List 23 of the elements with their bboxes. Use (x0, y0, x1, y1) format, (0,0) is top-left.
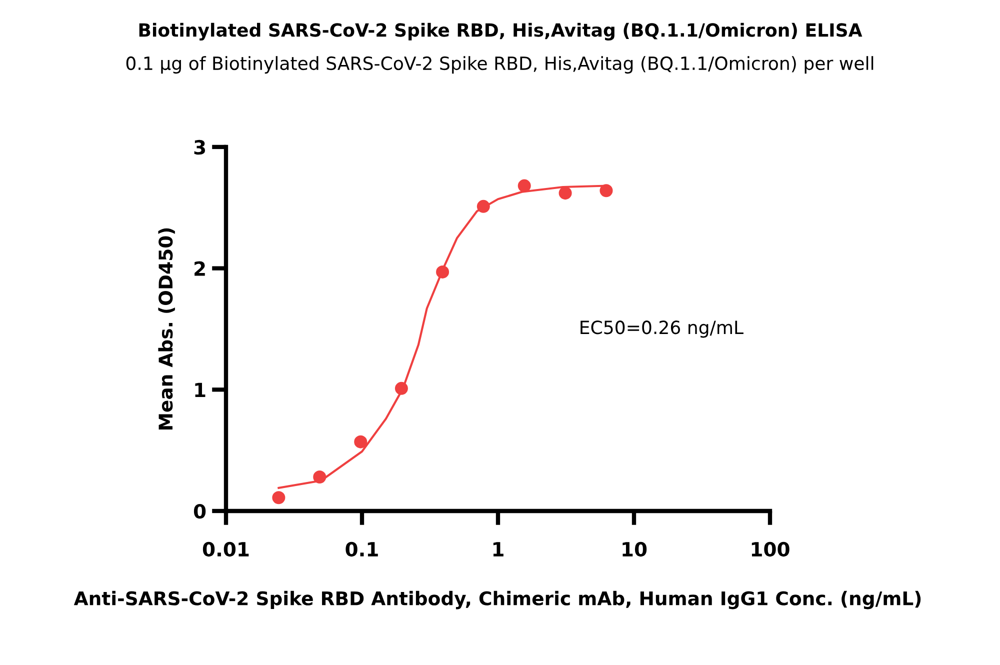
y-tick-label: 1 (195, 382, 206, 398)
x-tick-label: 100 (752, 542, 790, 557)
x-axis-title: Anti-SARS-CoV-2 Spike RBD Antibody, Chimeric mAb, Human IgG1 Conc. (ng/mL) (74, 590, 921, 610)
x-tick-label: 1 (493, 542, 504, 556)
chart-subtitle: 0.1 µg of Biotinylated SARS-CoV-2 Spike RBD, His,Avitag (BQ.1.1/Omicron) per well (126, 56, 874, 74)
x-tick-label: 0.1 (346, 542, 378, 557)
y-axis-title: Mean Abs. (OD450) (158, 228, 175, 430)
point (354, 435, 368, 448)
point (394, 382, 408, 395)
point (558, 186, 572, 200)
chart-title: Biotinylated SARS-CoV-2 Spike RBD, His,Avitag (BQ.1.1/Omicron) ELISA (139, 22, 862, 40)
y-tick-label: 3 (194, 140, 206, 155)
point (518, 179, 531, 192)
annotation: EC50=0.26 ng/mL (580, 320, 744, 338)
point (272, 491, 286, 504)
y-tick-label: 2 (194, 261, 205, 276)
point (436, 265, 450, 278)
point (600, 184, 613, 198)
point (313, 470, 326, 484)
y-tick-label: 0 (194, 504, 206, 519)
x-tick-label: 10 (622, 542, 647, 557)
x-tick-label: 0.01 (202, 542, 249, 557)
point (476, 200, 490, 213)
